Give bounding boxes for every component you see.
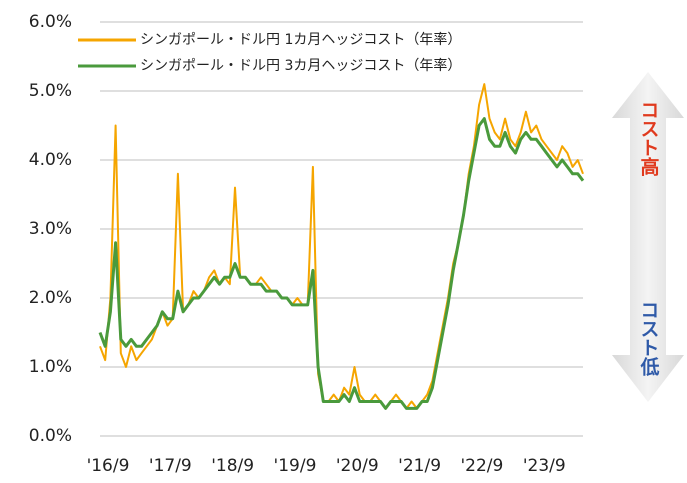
series-line [99,83,584,410]
series-line [98,117,585,410]
x-tick-label: '21/9 [398,456,441,476]
x-tick-label: '19/9 [274,456,317,476]
annotation: コスト高 [638,100,660,176]
legend-label: シンガポール・ドル円 1カ月ヘッジコスト（年率） [140,31,461,48]
x-tick-label: '18/9 [211,456,254,476]
cost-arrow [612,72,684,402]
x-tick-label: '22/9 [461,456,504,476]
legend-label: シンガポール・ドル円 3カ月ヘッジコスト（年率） [140,57,461,74]
y-tick-label: 3.0% [29,219,72,239]
y-tick-label: 2.0% [29,288,72,308]
y-tick-label: 0.0% [29,426,72,446]
x-tick-label: '17/9 [149,456,192,476]
x-tick-label: '16/9 [87,456,130,476]
x-tick-label: '23/9 [523,456,566,476]
y-tick-label: 4.0% [29,150,72,170]
y-tick-label: 1.0% [29,357,72,377]
x-tick-label: '20/9 [336,456,379,476]
annotation: コスト低 [638,300,661,377]
y-tick-label: 6.0% [29,12,72,32]
y-tick-label: 5.0% [29,81,72,101]
